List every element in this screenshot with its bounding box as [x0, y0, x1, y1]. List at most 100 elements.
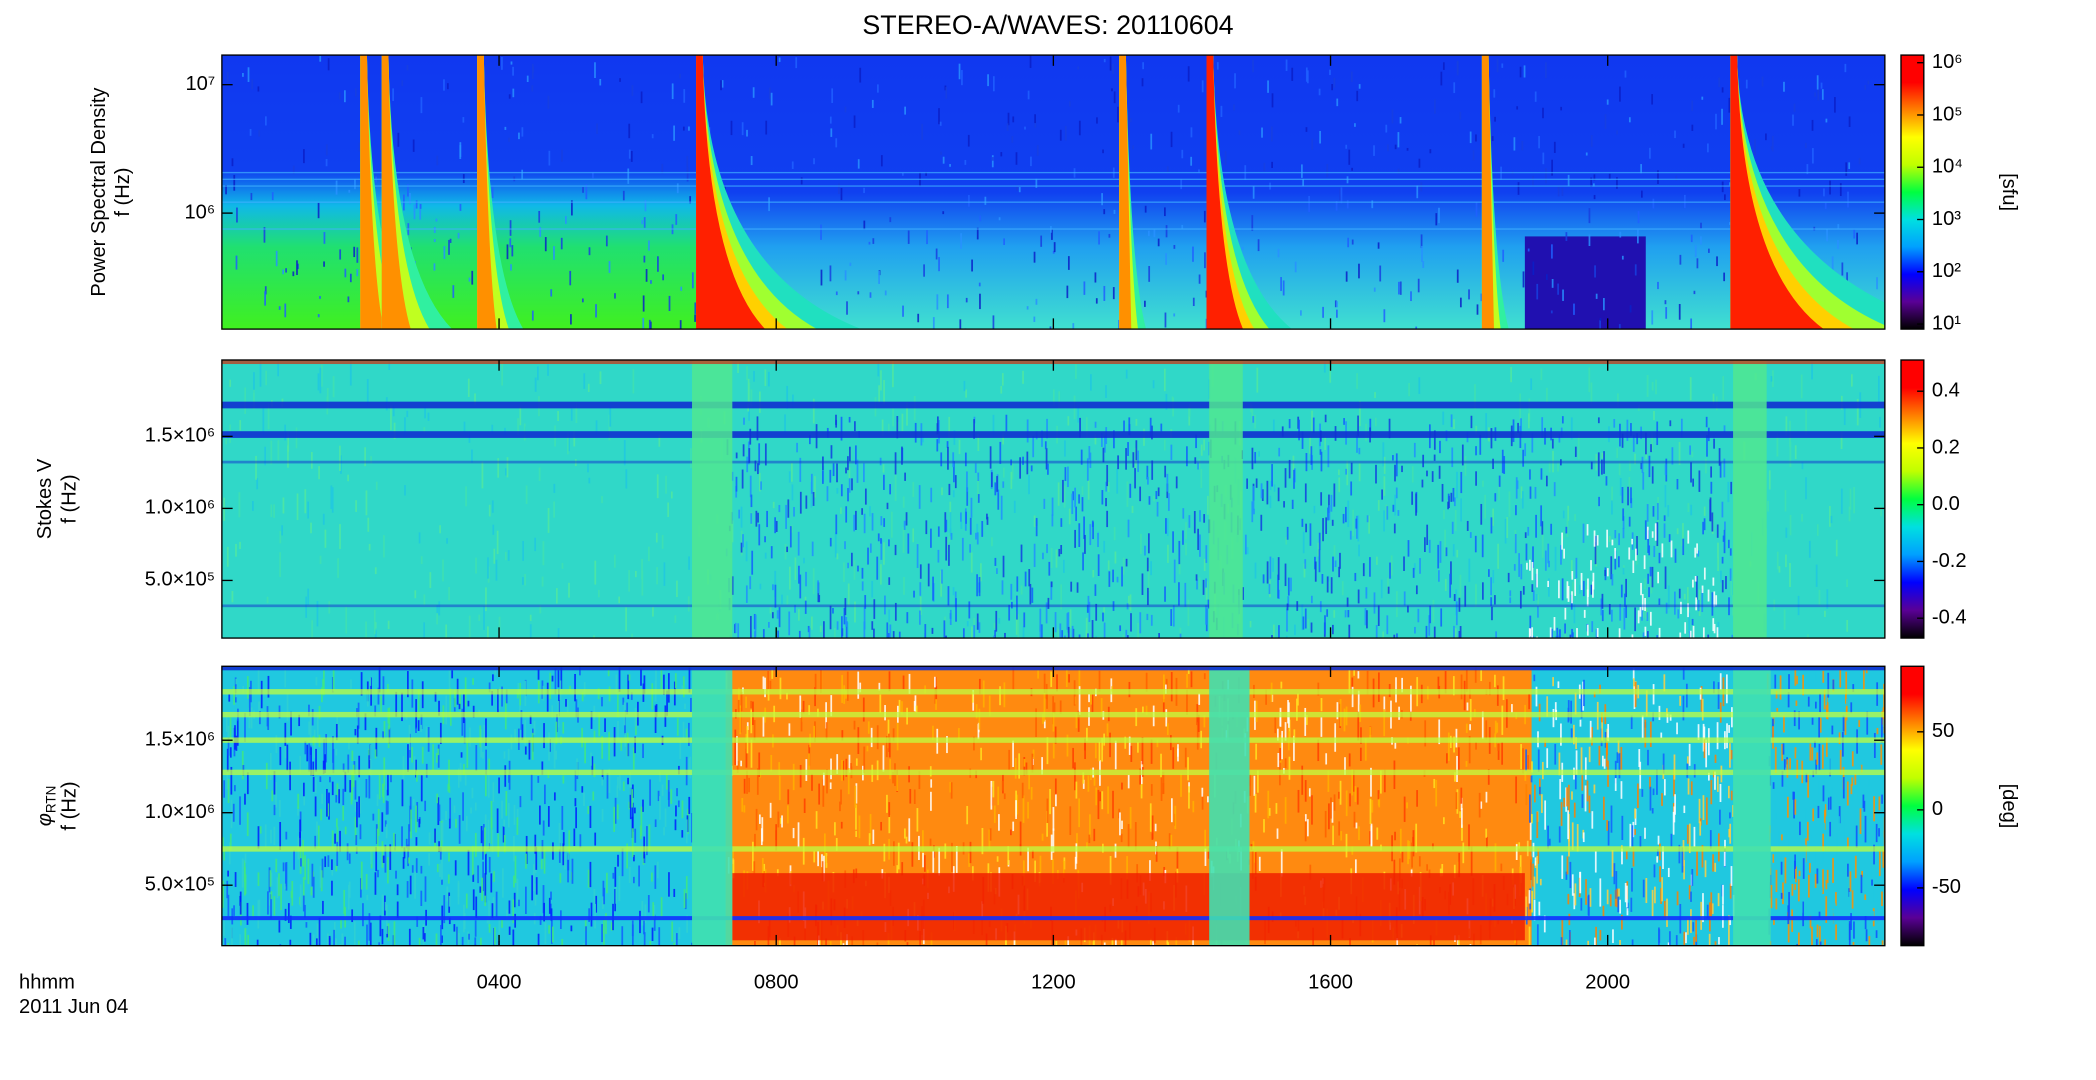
texture	[558, 822, 561, 850]
texture	[229, 833, 232, 851]
texture	[1353, 811, 1356, 828]
texture	[1127, 774, 1130, 789]
texture	[436, 155, 439, 166]
texture	[1776, 551, 1779, 570]
texture	[1847, 837, 1849, 849]
texture	[981, 827, 984, 855]
texture	[1864, 84, 1867, 90]
texture	[1008, 604, 1011, 621]
texture	[437, 744, 440, 768]
texture	[1810, 835, 1813, 841]
texture	[248, 707, 251, 729]
texture	[1531, 761, 1533, 773]
texture	[1326, 164, 1329, 178]
texture	[1820, 887, 1823, 894]
texture	[1058, 548, 1061, 557]
texture	[414, 590, 417, 599]
texture	[1561, 855, 1564, 879]
texture	[1770, 376, 1773, 382]
texture	[1433, 939, 1435, 946]
texture	[454, 860, 457, 876]
texture	[1632, 668, 1635, 680]
texture	[1716, 722, 1719, 750]
texture	[564, 853, 566, 870]
texture	[731, 471, 734, 481]
texture	[1126, 856, 1128, 882]
texture	[389, 844, 392, 870]
texture	[1112, 287, 1115, 300]
texture	[1386, 615, 1389, 635]
texture	[1101, 433, 1103, 447]
texture	[835, 138, 838, 148]
texture	[468, 615, 471, 639]
texture	[1118, 319, 1120, 330]
texture	[313, 729, 316, 759]
texture	[1144, 300, 1146, 307]
texture	[855, 510, 857, 530]
texture	[1541, 794, 1543, 813]
y-tick-label: 1.5×10⁶	[145, 425, 215, 447]
texture	[1622, 516, 1625, 530]
texture	[750, 494, 753, 508]
texture	[475, 745, 478, 772]
texture	[344, 936, 346, 946]
texture	[1641, 608, 1643, 621]
texture	[859, 682, 862, 693]
texture	[1130, 613, 1132, 632]
texture	[833, 627, 836, 639]
texture	[312, 761, 315, 776]
texture	[286, 693, 289, 722]
texture	[1054, 612, 1057, 633]
texture	[1658, 552, 1661, 564]
texture	[344, 90, 346, 103]
texture	[1401, 851, 1404, 863]
texture	[944, 512, 947, 533]
texture	[1373, 287, 1376, 292]
texture	[338, 789, 341, 804]
texture	[814, 673, 817, 695]
texture	[1103, 285, 1106, 301]
texture	[989, 446, 992, 469]
texture	[1690, 462, 1692, 483]
texture	[281, 525, 283, 536]
texture	[1301, 431, 1304, 449]
texture	[1266, 561, 1269, 584]
texture	[1413, 442, 1416, 458]
texture	[1140, 776, 1143, 799]
texture	[913, 590, 915, 598]
texture	[1358, 263, 1360, 279]
texture	[1816, 924, 1819, 938]
texture	[660, 897, 663, 919]
texture	[1194, 457, 1197, 464]
texture	[1131, 505, 1134, 513]
texture	[1698, 798, 1701, 824]
texture	[918, 485, 921, 509]
texture	[1524, 771, 1527, 781]
texture	[628, 801, 631, 810]
texture	[1092, 569, 1095, 578]
texture	[1077, 710, 1080, 732]
texture	[368, 775, 371, 799]
texture	[1651, 566, 1654, 588]
texture	[534, 537, 537, 552]
texture	[420, 890, 423, 906]
texture	[659, 771, 661, 782]
texture	[491, 690, 494, 706]
texture	[348, 741, 350, 750]
texture	[1291, 67, 1294, 81]
texture	[561, 149, 563, 162]
texture	[960, 233, 962, 249]
texture	[1725, 576, 1727, 590]
texture	[1571, 874, 1574, 896]
texture	[1088, 694, 1090, 703]
texture	[1586, 589, 1589, 607]
texture	[1604, 569, 1607, 577]
texture	[1474, 535, 1477, 553]
texture	[812, 568, 815, 595]
texture	[964, 452, 967, 467]
texture	[1151, 460, 1154, 480]
texture	[1490, 428, 1493, 449]
texture	[404, 417, 406, 436]
texture	[1385, 504, 1388, 520]
texture	[1556, 636, 1559, 639]
